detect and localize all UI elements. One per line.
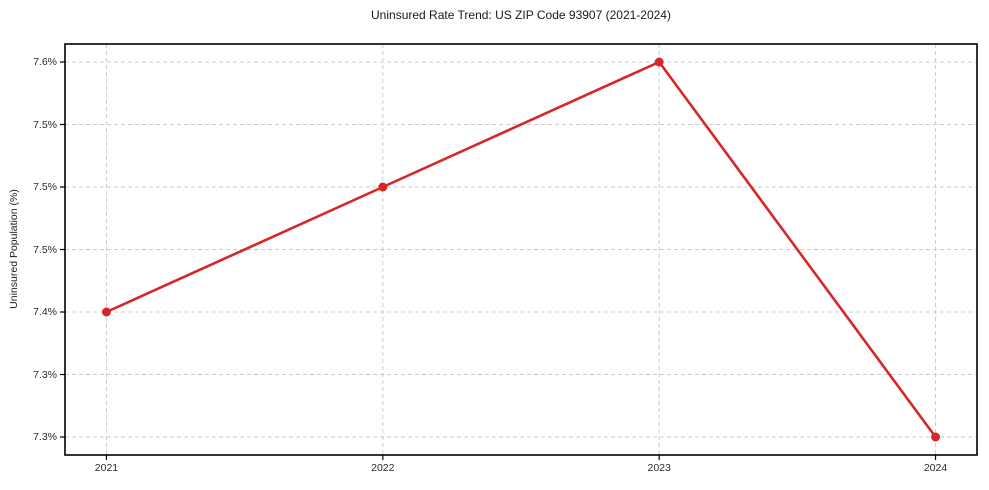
y-tick-label: 7.5% [33, 118, 57, 131]
y-tick-label: 7.4% [33, 306, 57, 318]
chart-title: Uninsured Rate Trend: US ZIP Code 93907 … [371, 8, 671, 22]
plot-area [60, 43, 978, 460]
y-tick-label: 7.5% [33, 181, 57, 193]
y-tick-label: 7.6% [33, 56, 57, 68]
data-point [654, 57, 664, 67]
data-point [931, 432, 941, 442]
y-tick-label: 7.3% [33, 431, 57, 443]
x-tick-label: 2023 [647, 462, 671, 474]
trend-line [105, 60, 937, 439]
y-tick-label: 7.3% [33, 368, 57, 381]
x-tick-label: 2021 [94, 462, 119, 474]
data-point [101, 307, 111, 317]
x-tick-label: 2022 [371, 462, 395, 474]
x-tick-label: 2024 [923, 462, 948, 474]
data-point [378, 182, 388, 192]
line-series-svg [60, 43, 978, 460]
plot-border [64, 43, 978, 456]
y-tick-label: 7.5% [33, 243, 57, 256]
